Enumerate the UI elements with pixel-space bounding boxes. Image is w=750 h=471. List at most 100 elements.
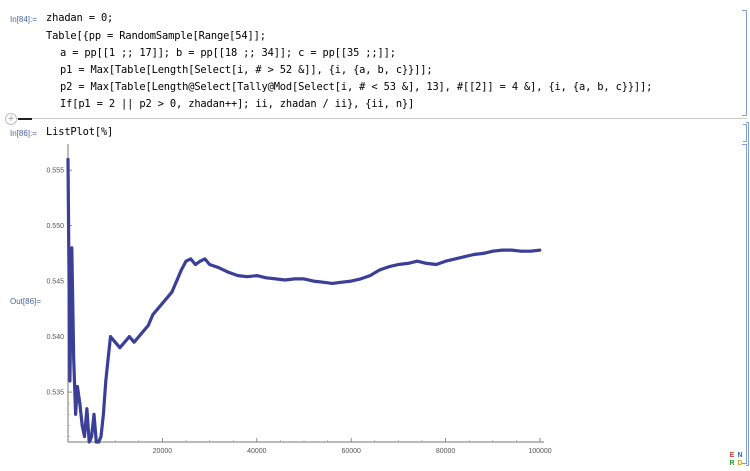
data-point: [132, 340, 136, 344]
data-point: [102, 412, 105, 416]
data-point: [146, 324, 150, 327]
input-label-84: In[84]:=: [10, 15, 37, 24]
data-point: [113, 340, 117, 344]
data-point: [321, 280, 325, 284]
y-tick-label: 0.540: [46, 334, 64, 341]
data-point: [500, 248, 504, 252]
data-point: [156, 307, 160, 311]
data-point: [203, 257, 207, 261]
y-tick-label: 0.535: [46, 390, 64, 397]
data-point: [425, 261, 429, 265]
data-point: [97, 440, 101, 444]
code-line-2[interactable]: Table[{pp = RandomSample[Range[54]];: [46, 30, 266, 42]
data-point: [72, 357, 76, 361]
data-point: [175, 279, 178, 283]
cell-group-bracket-86[interactable]: [746, 122, 749, 466]
plot-ticks: 20000 40000 60000 80000 100000 0.535 0.540 0.54…: [46, 158, 552, 455]
data-point: [397, 263, 400, 266]
code-line-1[interactable]: zhadan = 0;: [46, 12, 114, 24]
code-listplot[interactable]: ListPlot[%]: [46, 126, 114, 138]
data-point: [227, 270, 230, 274]
data-point: [264, 276, 268, 280]
data-point: [87, 440, 91, 444]
data-point: [127, 335, 131, 339]
cell-bracket-86-out[interactable]: [742, 144, 747, 464]
data-point: [378, 268, 381, 272]
data-point: [80, 423, 84, 427]
data-point: [151, 313, 155, 316]
y-tick-label: 0.550: [46, 223, 64, 230]
data-point: [118, 346, 122, 350]
data-point: [85, 407, 89, 411]
data-point: [208, 263, 212, 266]
data-point: [349, 279, 353, 283]
cell-insertion-line[interactable]: [14, 118, 747, 119]
code-line-3[interactable]: a = pp[[1 ;; 17]]; b = pp[[18 ;; 34]]; c…: [60, 47, 396, 59]
data-point: [463, 255, 466, 259]
data-point: [94, 440, 98, 444]
data-point: [70, 246, 74, 250]
cell-bracket-86-in[interactable]: [743, 124, 747, 142]
data-point: [92, 412, 96, 416]
series-trace: [66, 159, 541, 444]
data-point: [104, 379, 108, 383]
data-point: [472, 253, 476, 256]
data-point: [519, 249, 523, 253]
data-point: [481, 251, 485, 255]
x-tick-label: 40000: [247, 448, 267, 455]
x-tick-label: 20000: [153, 448, 173, 455]
data-point: [90, 435, 93, 438]
data-point: [78, 401, 82, 405]
data-point: [189, 257, 193, 261]
cell-bracket-84[interactable]: [742, 10, 747, 116]
data-point: [312, 279, 315, 283]
data-point: [198, 259, 202, 263]
data-point: [302, 277, 306, 281]
add-cell-icon[interactable]: +: [5, 113, 17, 125]
data-point: [83, 435, 86, 438]
data-point: [387, 265, 391, 269]
data-point: [359, 277, 363, 281]
cursor-marker: [18, 118, 32, 120]
data-point: [161, 301, 164, 305]
data-point: [274, 277, 278, 281]
code-line-5[interactable]: p2 = Max[Table[Length@Select[Tally@Mod[S…: [60, 81, 653, 93]
data-point: [293, 277, 296, 281]
data-point: [529, 249, 532, 253]
data-point: [330, 281, 334, 285]
code-line-4[interactable]: p1 = Max[Table[Length[Select[i, # > 52 &…: [60, 64, 433, 76]
y-tick-label: 0.545: [46, 279, 64, 286]
input-label-86: In[86]:=: [10, 129, 37, 138]
data-point: [406, 261, 410, 265]
data-point: [415, 259, 419, 263]
data-point: [184, 259, 188, 263]
code-line-6[interactable]: If[p1 = 2 || p2 > 0, zhadan++]; ii, zhad…: [60, 98, 415, 110]
data-point: [368, 274, 372, 277]
data-point: [444, 259, 447, 263]
data-point: [255, 274, 259, 277]
x-tick-label: 60000: [341, 448, 361, 455]
data-point: [142, 329, 145, 333]
data-point: [66, 157, 70, 161]
data-point: [179, 268, 183, 272]
data-point: [236, 274, 240, 277]
data-point: [137, 335, 141, 339]
data-point: [538, 248, 542, 252]
data-point: [123, 340, 127, 344]
data-point: [245, 275, 249, 279]
x-tick-label: 80000: [436, 448, 456, 455]
data-point: [109, 335, 112, 339]
plot-axes: [67, 144, 544, 443]
plot-data-points: [66, 157, 542, 444]
data-point: [491, 249, 495, 253]
data-point: [165, 296, 169, 300]
data-point: [68, 379, 72, 383]
data-point: [434, 263, 438, 266]
data-point: [453, 257, 457, 261]
logo-icon: E N R D: [729, 452, 743, 467]
data-point: [194, 263, 197, 266]
data-point: [283, 278, 287, 282]
data-point: [106, 357, 110, 361]
data-point: [76, 385, 79, 388]
